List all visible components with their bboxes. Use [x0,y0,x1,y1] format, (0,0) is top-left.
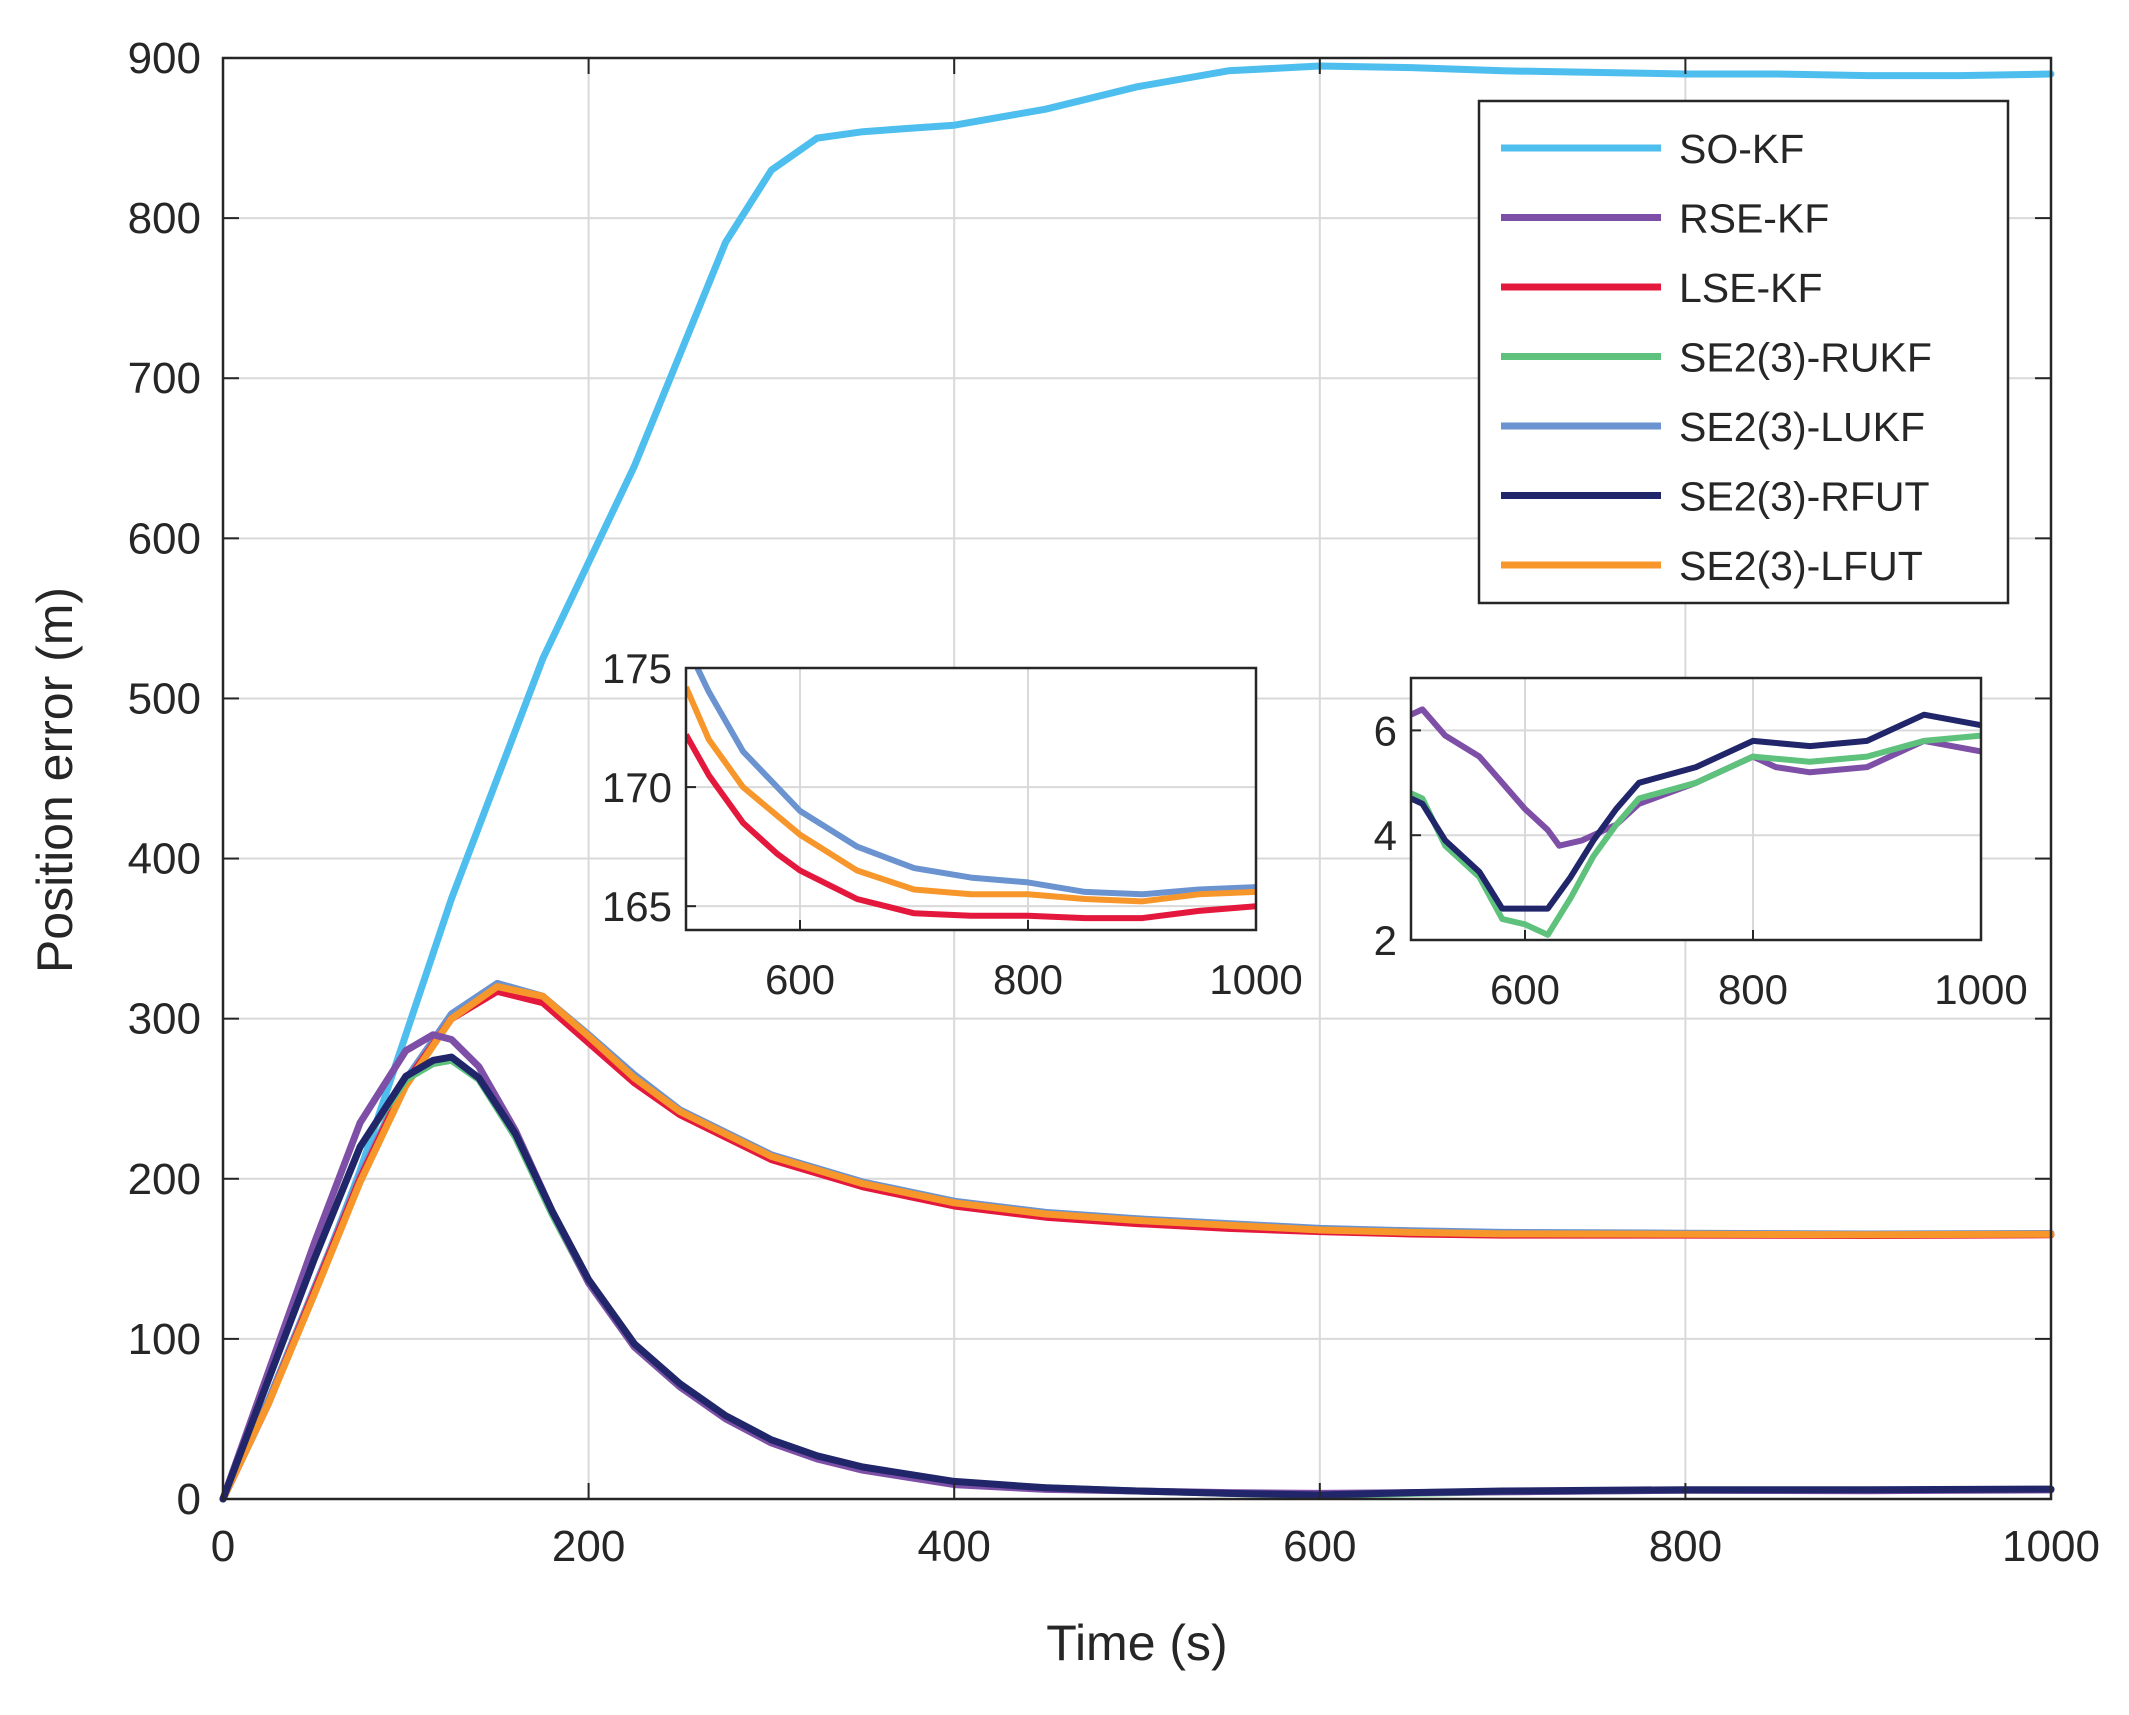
legend-box [1477,99,2010,605]
y-tick-label: 800 [128,194,201,243]
main-plot-frame [221,56,2053,1501]
y-tick-label: 100 [128,1315,201,1364]
legend-label-se2-3-lukf: SE2(3)-LUKF [1679,404,1925,450]
inset-y-tick-label: 175 [602,645,672,692]
inset-series-line-se2-3-lfut [686,685,1256,905]
main-tick-labels: 0 200 400 600 800 1000 0 100 200 300 400 500 600 700 8… [128,34,2100,1571]
inset-y-tick-label: 4 [1374,812,1397,859]
legend-label-rse-kf: RSE-KF [1679,196,1829,242]
legend-label-se2-3-rukf: SE2(3)-RUKF [1679,335,1932,381]
x-tick-label: 800 [1649,1522,1722,1571]
inset-frame [1409,676,1983,942]
x-tick-label: 200 [552,1522,625,1571]
x-tick-label: 400 [917,1522,990,1571]
legend-label-lse-kf: LSE-KF [1679,265,1823,311]
inset-chart-lse-lukf-lfut: 600 800 1000 165 170 175 [602,645,1303,1003]
y-tick-label: 500 [128,674,201,723]
inset-series-group [1411,706,1981,938]
inset-x-tick-label: 1000 [1934,966,2027,1013]
inset-x-tick-label: 600 [1490,966,1560,1013]
inset-series-line-se2-3-rukf [1411,732,1981,938]
y-axis-label: Position error (m) [27,587,83,973]
inset-series-group [686,668,1256,922]
x-tick-label: 600 [1283,1522,1356,1571]
main-series-group [219,62,2055,1503]
legend-label-so-kf: SO-KF [1679,126,1804,172]
inset-y-tick-label: 170 [602,764,672,811]
x-axis-label: Time (s) [1046,1615,1227,1671]
inset-series-line-lse-kf [686,733,1256,922]
inset-chart-rse-rukf-rfut: 600 800 1000 2 4 6 [1374,676,2028,1013]
series-line-so-kf [219,62,2055,1503]
y-tick-label: 900 [128,34,201,83]
inset-series-line-se2-3-lukf [694,668,1256,898]
y-tick-label: 300 [128,995,201,1044]
inset-x-tick-label: 800 [993,956,1063,1003]
inset-x-tick-label: 1000 [1209,956,1302,1003]
y-tick-label: 700 [128,354,201,403]
y-tick-label: 400 [128,835,201,884]
inset-series-line-se2-3-rfut [1411,711,1981,912]
x-tick-label: 0 [211,1522,235,1571]
inset-frame [684,666,1258,932]
y-tick-label: 200 [128,1155,201,1204]
inset-background [1411,678,1981,940]
series-line-se2-3-rfut [219,1053,2055,1503]
legend-label-se2-3-lfut: SE2(3)-LFUT [1679,543,1923,589]
x-tick-label: 1000 [2002,1522,2100,1571]
inset-x-tick-label: 600 [765,956,835,1003]
inset-y-tick-label: 6 [1374,707,1397,754]
y-tick-label: 0 [177,1475,201,1524]
y-tick-label: 600 [128,514,201,563]
inset-y-tick-label: 2 [1374,917,1397,964]
legend-label-se2-3-rfut: SE2(3)-RFUT [1679,474,1930,520]
series-line-se2-3-lfut [219,983,2055,1503]
inset-background [686,668,1256,930]
inset-y-tick-label: 165 [602,883,672,930]
inset-x-tick-label: 800 [1718,966,1788,1013]
legend: SO-KF RSE-KF LSE-KF SE2(3)-RUKF SE2(3)-LUKF S… [1477,99,2010,605]
